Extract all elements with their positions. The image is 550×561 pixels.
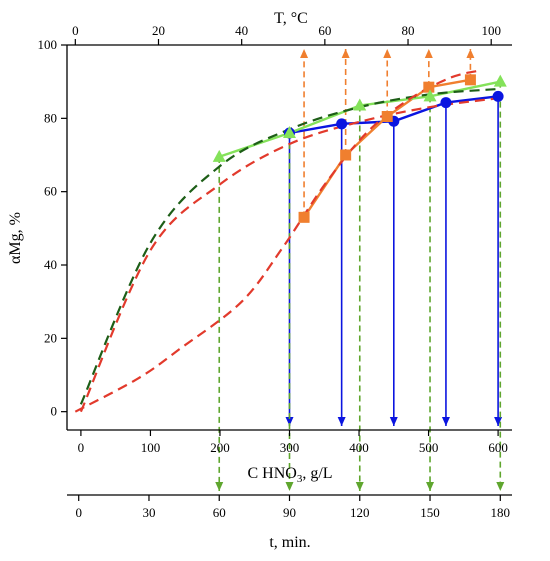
- guide-arrowhead: [285, 482, 294, 491]
- temperature-tick-label: 40: [235, 23, 248, 38]
- guide-arrowhead: [496, 482, 505, 491]
- concentration-axis-title-main: C HNO: [247, 465, 296, 482]
- markers: [212, 74, 507, 223]
- guide-lines: [215, 49, 505, 491]
- time-axis-title: t, min.: [269, 534, 310, 551]
- y-tick-label: 60: [44, 184, 57, 199]
- series-point-triangle: [423, 89, 437, 102]
- guide-arrowhead: [285, 417, 294, 426]
- time-tick-label: 150: [420, 505, 440, 520]
- series-point-triangle: [353, 98, 367, 111]
- series-line-4: [79, 97, 499, 413]
- concentration-axis-title-sub: 3: [297, 473, 303, 485]
- series-line-5: [74, 69, 479, 413]
- temperature-tick-label: 60: [318, 23, 331, 38]
- concentration-axis-title: C HNO3, g/L: [247, 465, 332, 485]
- temperature-tick-label: 80: [402, 23, 415, 38]
- time-tick-label: 0: [75, 505, 82, 520]
- series-point-square: [423, 81, 435, 93]
- time-tick-label: 90: [283, 505, 296, 520]
- y-axis-title: αMg, %: [7, 212, 24, 264]
- concentration-tick-label: 300: [280, 440, 300, 455]
- time-tick-label: 30: [142, 505, 155, 520]
- y-tick-label: 40: [44, 257, 57, 272]
- concentration-axis-title-unit: , g/L: [302, 465, 332, 482]
- y-tick-label: 80: [44, 110, 57, 125]
- guide-arrowhead: [389, 417, 398, 426]
- guide-arrowhead: [337, 417, 346, 426]
- guide-arrowhead: [355, 482, 364, 491]
- series-point-circle: [492, 90, 504, 102]
- series-point-triangle: [283, 126, 296, 138]
- time-tick-label: 120: [350, 505, 370, 520]
- series-point-triangle: [212, 149, 226, 162]
- concentration-tick-label: 600: [488, 440, 508, 455]
- guide-arrowhead: [426, 482, 435, 491]
- concentration-tick-label: 400: [349, 440, 369, 455]
- series-point-circle: [336, 118, 348, 130]
- concentration-tick-label: 500: [419, 440, 439, 455]
- series-point-square: [298, 211, 310, 223]
- series-point-triangle: [493, 74, 507, 87]
- guide-arrowhead: [466, 49, 475, 58]
- temperature-tick-label: 20: [152, 23, 165, 38]
- guide-arrowhead: [424, 49, 433, 58]
- temperature-axis-title: T, °C: [274, 10, 308, 27]
- guide-arrowhead: [300, 49, 309, 58]
- guide-arrowhead: [441, 417, 450, 426]
- guide-arrowhead: [341, 49, 350, 58]
- y-tick-label: 100: [38, 37, 58, 52]
- temperature-tick-label: 0: [72, 23, 79, 38]
- y-tick-label: 0: [51, 404, 58, 419]
- series-point-circle: [440, 97, 452, 109]
- guide-arrowhead: [494, 417, 503, 426]
- time-tick-label: 60: [213, 505, 226, 520]
- concentration-tick-label: 100: [141, 440, 161, 455]
- series-point-square: [464, 74, 476, 86]
- series: [74, 69, 501, 413]
- guide-arrowhead: [383, 49, 392, 58]
- temperature-tick-label: 100: [481, 23, 501, 38]
- guide-arrowhead: [215, 482, 224, 491]
- concentration-tick-label: 200: [210, 440, 230, 455]
- time-tick-label: 180: [491, 505, 511, 520]
- series-point-square: [381, 111, 393, 122]
- y-tick-label: 20: [44, 330, 57, 345]
- concentration-tick-label: 0: [78, 440, 85, 455]
- series-point-square: [340, 149, 352, 161]
